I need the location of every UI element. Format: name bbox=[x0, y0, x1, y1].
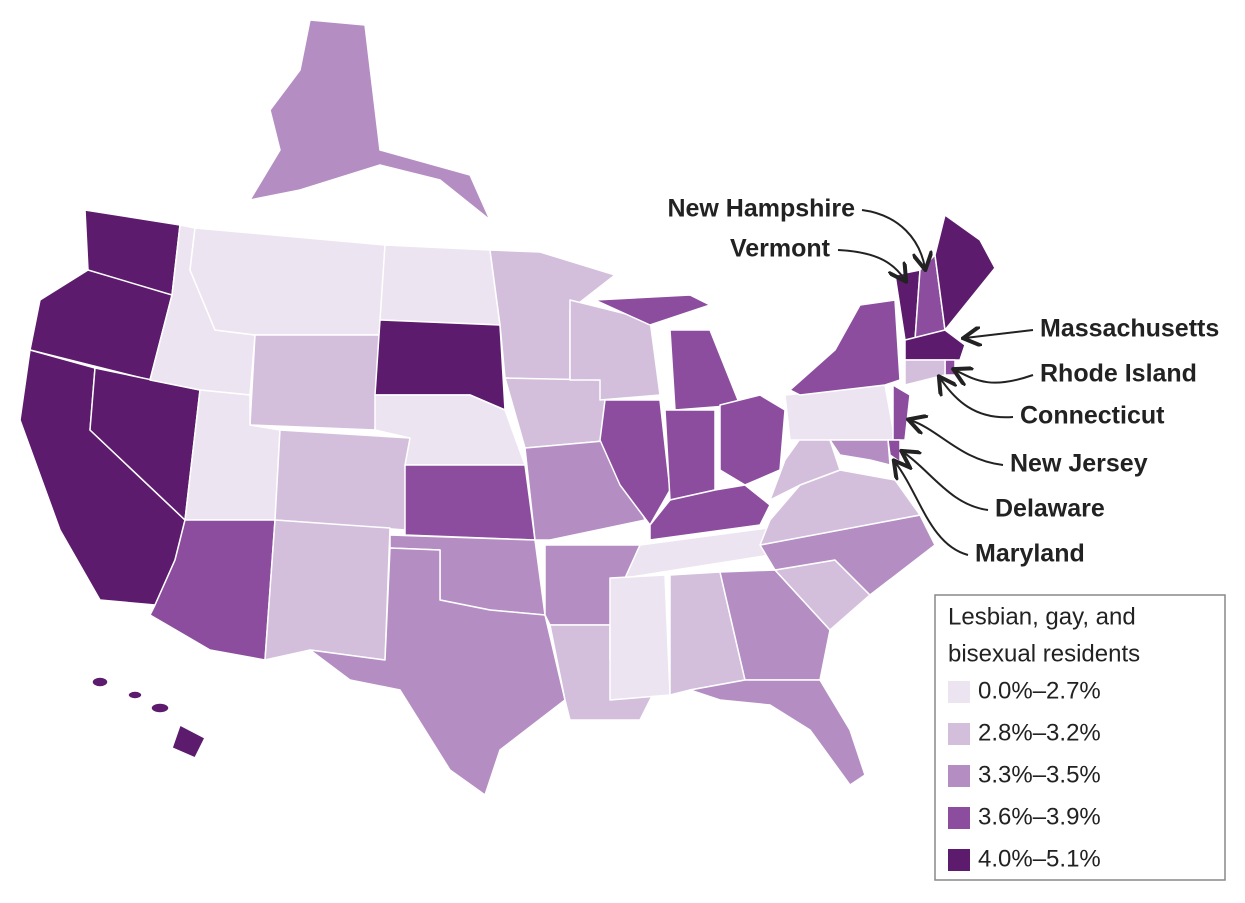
arrow bbox=[861, 209, 925, 268]
arrow bbox=[955, 370, 1034, 383]
legend-swatch bbox=[948, 807, 970, 829]
legend-label: 0.0%–2.7% bbox=[978, 677, 1101, 704]
state bbox=[904, 329, 966, 361]
state bbox=[171, 724, 206, 759]
state bbox=[127, 690, 143, 700]
arrow bbox=[940, 378, 1014, 419]
annotation: Rhode Island bbox=[1040, 360, 1197, 388]
state bbox=[719, 394, 786, 486]
state bbox=[719, 569, 831, 681]
legend-swatch bbox=[948, 765, 970, 787]
state bbox=[669, 329, 741, 411]
annotation: New Jersey bbox=[1010, 450, 1148, 478]
legend-label: 3.3%–3.5% bbox=[978, 761, 1101, 788]
annotation: Delaware bbox=[995, 495, 1105, 523]
state bbox=[649, 484, 771, 541]
state bbox=[689, 679, 866, 786]
state bbox=[150, 702, 170, 714]
state bbox=[274, 429, 411, 531]
arrow bbox=[837, 249, 905, 280]
legend-label: 3.6%–3.9% bbox=[978, 803, 1101, 830]
state bbox=[609, 574, 671, 701]
legend-box bbox=[934, 594, 1226, 881]
legend-title: bisexual residents bbox=[948, 640, 1140, 667]
arrow bbox=[965, 330, 1034, 338]
state bbox=[829, 439, 891, 466]
state bbox=[594, 294, 711, 326]
annotation: New Hampshire bbox=[667, 195, 855, 223]
state bbox=[249, 334, 381, 431]
legend-swatch bbox=[948, 723, 970, 745]
state bbox=[944, 359, 956, 376]
legend-swatch bbox=[948, 849, 970, 871]
state bbox=[29, 269, 173, 381]
annotation: Maryland bbox=[975, 540, 1085, 568]
state bbox=[664, 409, 716, 501]
state bbox=[404, 464, 536, 541]
state bbox=[309, 547, 566, 796]
legend: Lesbian, gay, and bisexual residents 0.0… bbox=[934, 594, 1226, 881]
state bbox=[264, 519, 391, 661]
state bbox=[189, 227, 386, 336]
state bbox=[379, 244, 501, 326]
legend-swatch bbox=[948, 681, 970, 703]
annotation: Connecticut bbox=[1020, 402, 1165, 430]
state bbox=[249, 19, 491, 221]
state bbox=[934, 214, 996, 331]
state bbox=[504, 377, 616, 449]
annotation: Massachusetts bbox=[1040, 315, 1219, 343]
state bbox=[892, 384, 911, 441]
state bbox=[91, 676, 109, 688]
legend-title: Lesbian, gay, and bbox=[948, 603, 1136, 630]
legend-label: 4.0%–5.1% bbox=[978, 845, 1101, 872]
annotations: New Hampshire Vermont Massachusetts Rhod… bbox=[667, 195, 1219, 568]
legend-label: 2.8%–3.2% bbox=[978, 719, 1101, 746]
arrow bbox=[903, 452, 989, 511]
arrow bbox=[910, 420, 1004, 466]
arrow bbox=[895, 462, 969, 556]
state bbox=[789, 299, 901, 396]
states bbox=[19, 19, 996, 796]
state bbox=[904, 359, 946, 386]
annotation: Vermont bbox=[730, 235, 831, 263]
